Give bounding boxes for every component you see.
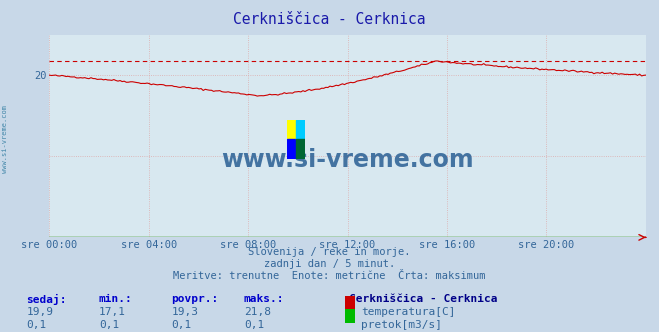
Text: 19,9: 19,9 <box>26 307 53 317</box>
Polygon shape <box>296 139 305 159</box>
Text: Slovenija / reke in morje.: Slovenija / reke in morje. <box>248 247 411 257</box>
Text: 17,1: 17,1 <box>99 307 126 317</box>
Text: www.si-vreme.com: www.si-vreme.com <box>2 106 9 173</box>
Text: Cerkniščica - Cerknica: Cerkniščica - Cerknica <box>233 12 426 27</box>
Polygon shape <box>296 120 305 139</box>
Text: povpr.:: povpr.: <box>171 294 219 304</box>
Polygon shape <box>287 139 296 159</box>
Text: Meritve: trenutne  Enote: metrične  Črta: maksimum: Meritve: trenutne Enote: metrične Črta: … <box>173 271 486 281</box>
Text: maks.:: maks.: <box>244 294 284 304</box>
Text: 21,8: 21,8 <box>244 307 271 317</box>
Text: pretok[m3/s]: pretok[m3/s] <box>361 320 442 330</box>
Text: temperatura[C]: temperatura[C] <box>361 307 455 317</box>
Text: 0,1: 0,1 <box>244 320 264 330</box>
Text: 19,3: 19,3 <box>171 307 198 317</box>
Text: www.si-vreme.com: www.si-vreme.com <box>221 148 474 172</box>
Text: min.:: min.: <box>99 294 132 304</box>
Text: sedaj:: sedaj: <box>26 294 67 305</box>
Text: 0,1: 0,1 <box>99 320 119 330</box>
Text: Cerkniščica - Cerknica: Cerkniščica - Cerknica <box>349 294 498 304</box>
Polygon shape <box>287 120 296 139</box>
Text: zadnji dan / 5 minut.: zadnji dan / 5 minut. <box>264 259 395 269</box>
Text: 0,1: 0,1 <box>171 320 192 330</box>
Text: 0,1: 0,1 <box>26 320 47 330</box>
